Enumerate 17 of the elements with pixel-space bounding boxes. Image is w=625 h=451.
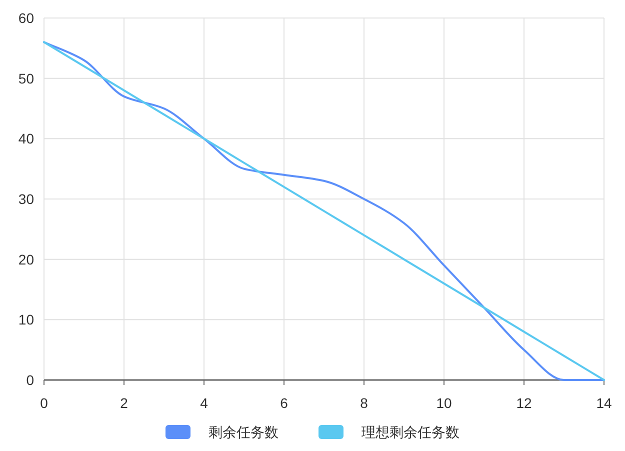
y-tick-label: 40	[18, 130, 34, 147]
legend-label: 理想剩余任务数	[362, 424, 460, 440]
x-tick-label: 2	[120, 395, 128, 411]
x-tick-label: 8	[360, 395, 368, 411]
x-tick-label: 10	[436, 395, 452, 411]
x-tick-label: 4	[200, 395, 208, 411]
y-tick-label: 20	[18, 251, 34, 268]
y-tick-label: 0	[26, 372, 34, 388]
x-tick-label: 14	[596, 395, 612, 411]
y-tick-label: 60	[18, 10, 34, 26]
x-tick-label: 12	[516, 395, 532, 411]
x-tick-label: 0	[40, 395, 48, 411]
y-tick-label: 30	[18, 191, 34, 207]
x-tick-label: 6	[280, 395, 288, 411]
y-tick-label: 10	[18, 312, 34, 328]
legend-label: 剩余任务数	[208, 424, 278, 440]
y-tick-label: 50	[18, 70, 34, 86]
